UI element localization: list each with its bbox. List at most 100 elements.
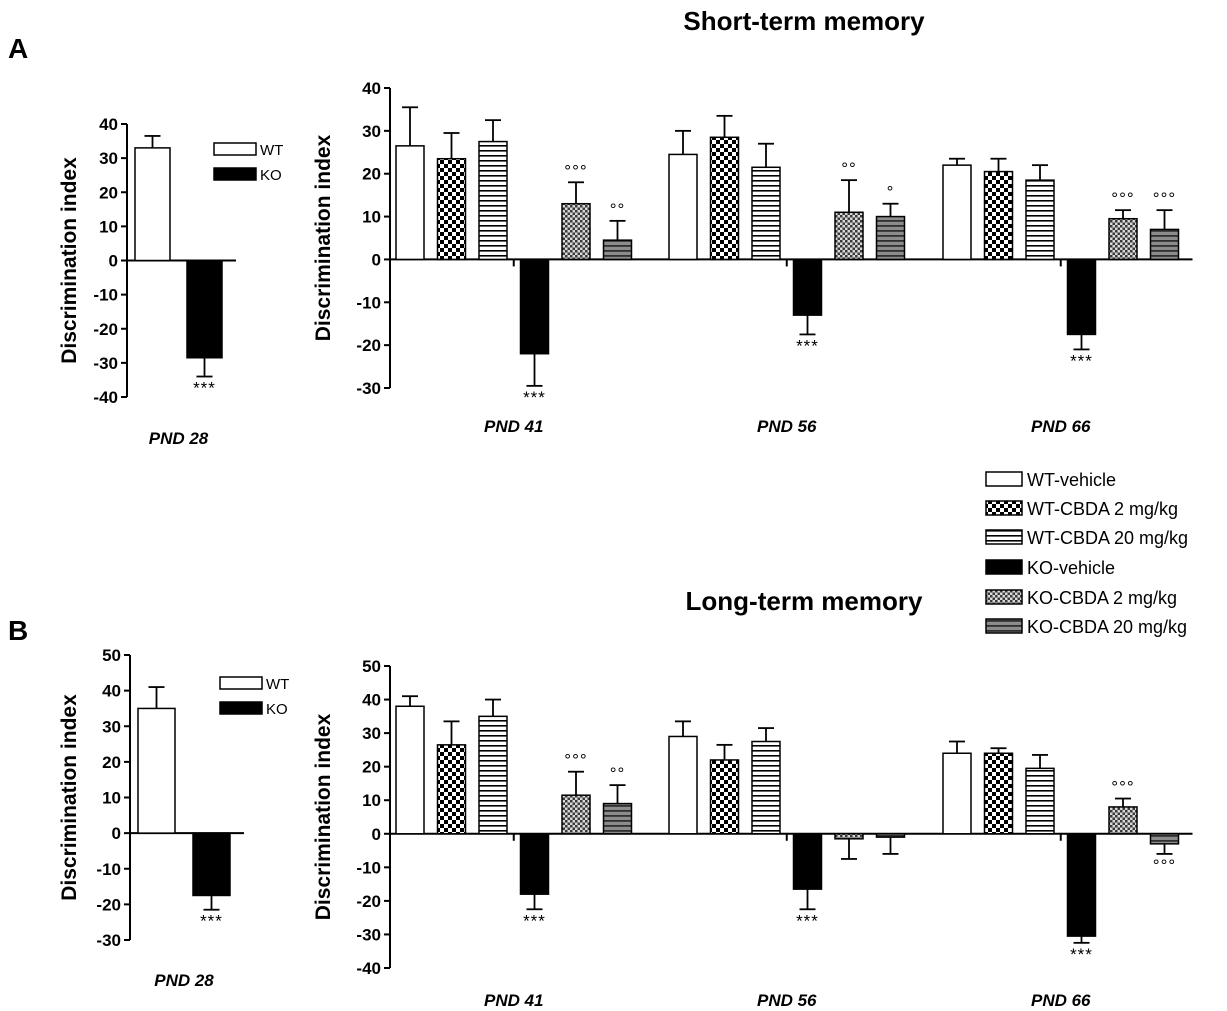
bar-ko-cbda-20-mg-kg-pnd-41 (602, 802, 633, 835)
significance-marker-ko-vehicle-pnd-56: *** (796, 336, 819, 355)
bar-ko-pnd-28 (186, 259, 223, 359)
y-tick-label: 50 (102, 646, 121, 665)
legend-label-ko-cbda-20: KO-CBDA 20 mg/kg (1027, 617, 1187, 637)
y-tick-label: 30 (102, 717, 121, 736)
y-tick-label: 20 (362, 758, 381, 777)
legend-item-wt-cbda-2: WT-CBDA 2 mg/kg (985, 499, 1178, 519)
significance-marker-ko-cbda-20-mg-kg-pnd-41: °° (610, 200, 626, 219)
short-term-title: Short-term memory (683, 6, 925, 36)
bar-wt-cbda-2-mg-kg-pnd-56 (709, 759, 740, 835)
legend-label-ko-vehicle: KO-vehicle (1027, 558, 1115, 578)
bar-wt-cbda-20-mg-kg-pnd-66 (1025, 767, 1055, 835)
y-tick-label: 40 (99, 115, 118, 134)
y-axis-label: Discrimination index (312, 134, 335, 341)
bar-wt-vehicle-pnd-56 (668, 153, 698, 261)
bar-ko-cbda-2-mg-kg-pnd-41 (561, 794, 591, 835)
y-tick-label: 0 (372, 825, 381, 844)
legend: WT-vehicle WT-CBDA 2 mg/kg WT-CBDA 20 mg… (985, 470, 1188, 637)
y-tick-label: -10 (356, 858, 381, 877)
y-tick-label: -40 (93, 388, 118, 407)
bar-wt-cbda-2-mg-kg-pnd-66 (983, 170, 1014, 261)
category-label-pnd-66: PND 66 (1031, 417, 1091, 436)
bar-wt-cbda-20-mg-kg-pnd-66 (1025, 179, 1055, 261)
bar-ko-cbda-20-mg-kg-pnd-56 (875, 833, 906, 838)
legend-item-ko-cbda-2: KO-CBDA 2 mg/kg (985, 588, 1177, 608)
y-tick-label: -30 (356, 925, 381, 944)
y-tick-label: 30 (362, 724, 381, 743)
y-tick-label: -30 (93, 354, 118, 373)
legend-swatch-ko (219, 701, 263, 715)
significance-marker-ko-cbda-20-mg-kg-pnd-41: °° (610, 764, 626, 783)
y-tick-label: -20 (356, 336, 381, 355)
y-tick-label: -20 (356, 892, 381, 911)
bar-ko-cbda-2-mg-kg-pnd-56 (834, 211, 864, 261)
bar-wt-cbda-20-mg-kg-pnd-56 (751, 740, 781, 835)
bar-ko-cbda-20-mg-kg-pnd-41 (602, 239, 633, 261)
y-tick-label: 40 (362, 79, 381, 98)
legend-label-wt: WT (260, 142, 283, 159)
significance-marker-ko-cbda-2-mg-kg-pnd-66: °°° (1111, 189, 1134, 208)
bar-ko-cbda-2-mg-kg-pnd-66 (1108, 217, 1138, 261)
legend-swatch-wt-cbda-20 (985, 529, 1023, 545)
legend-item-wt-vehicle: WT-vehicle (985, 470, 1116, 490)
y-tick-label: -10 (93, 286, 118, 305)
significance-marker-ko-cbda-2-mg-kg-pnd-66: °°° (1111, 778, 1134, 797)
significance-marker-ko-vehicle-pnd-41: *** (523, 911, 546, 930)
legend-item-wt-cbda-20: WT-CBDA 20 mg/kg (985, 528, 1188, 548)
legend-label-ko: KO (260, 167, 282, 184)
bar-wt-vehicle-pnd-41 (395, 705, 425, 835)
bar-wt-vehicle-pnd-66 (942, 752, 972, 835)
legend-label-wt-vehicle: WT-vehicle (1027, 470, 1116, 490)
bar-wt-cbda-2-mg-kg-pnd-41 (436, 744, 467, 835)
legend-swatch-wt-cbda-2 (985, 500, 1023, 516)
y-tick-label: -10 (96, 860, 121, 879)
y-tick-label: 10 (102, 789, 121, 808)
bar-wt-pnd-28 (137, 707, 176, 834)
y-tick-label: 40 (102, 682, 121, 701)
y-axis-label: Discrimination index (58, 694, 81, 901)
legend-label-wt-cbda-20: WT-CBDA 20 mg/kg (1027, 528, 1188, 548)
bar-ko-vehicle-pnd-41 (519, 258, 550, 355)
significance-marker-ko-vehicle-pnd-66: *** (1070, 351, 1093, 370)
category-label-pnd-28: PND 28 (154, 971, 214, 990)
y-tick-label: -20 (96, 895, 121, 914)
bar-wt-vehicle-pnd-66 (942, 164, 972, 261)
y-tick-label: -30 (96, 931, 121, 950)
significance-marker-ko-vehicle-pnd-56: *** (796, 911, 819, 930)
bar-ko-vehicle-pnd-56 (792, 833, 823, 890)
long-term-title: Long-term memory (686, 586, 923, 616)
bar-ko-cbda-2-mg-kg-pnd-41 (561, 202, 591, 261)
significance-marker-ko-cbda-20-mg-kg-pnd-66: °°° (1153, 189, 1176, 208)
bar-ko-cbda-20-mg-kg-pnd-66 (1149, 228, 1180, 261)
chart-b-long-term: 50 40 30 20 10 0 -10 -20 -30 -40 Discrimination in… (312, 657, 1193, 1010)
category-label-pnd-41: PND 41 (484, 417, 544, 436)
bar-ko-cbda-2-mg-kg-pnd-66 (1108, 806, 1138, 835)
bar-ko-vehicle-pnd-66 (1066, 258, 1097, 336)
legend-swatch-wt (213, 142, 257, 156)
legend-swatch-ko (213, 167, 257, 181)
category-label-pnd-56: PND 56 (757, 417, 817, 436)
bar-ko-cbda-20-mg-kg-pnd-56 (875, 215, 906, 261)
y-axis-label: Discrimination index (58, 157, 81, 364)
y-tick-label: -30 (356, 379, 381, 398)
legend-swatch-wt (219, 676, 263, 690)
significance-marker-ko-pnd-28: *** (193, 379, 216, 398)
bar-wt-cbda-2-mg-kg-pnd-41 (436, 157, 467, 261)
y-tick-label: -20 (93, 320, 118, 339)
y-tick-label: -10 (356, 293, 381, 312)
bar-ko-vehicle-pnd-41 (519, 833, 550, 895)
category-label-pnd-56: PND 56 (757, 991, 817, 1010)
chart-b-pnd28: 50 40 30 20 10 0 -10 -20 -30 Discrimination index… (58, 646, 289, 990)
y-tick-label: 10 (362, 791, 381, 810)
category-label-pnd-28: PND 28 (149, 429, 209, 448)
legend-swatch-ko-vehicle (985, 559, 1023, 575)
significance-marker-ko-vehicle-pnd-41: *** (523, 388, 546, 407)
chart-a-short-term: 40 30 20 10 0 -10 -20 -30 Discrimination index PN… (312, 79, 1193, 436)
significance-marker-ko-vehicle-pnd-66: *** (1070, 945, 1093, 964)
legend-swatch-wt-vehicle (985, 471, 1023, 487)
significance-marker-ko-cbda-2-mg-kg-pnd-56: °° (841, 159, 857, 178)
y-tick-label: 20 (99, 183, 118, 202)
panel-letter-a: A (8, 33, 28, 64)
bar-ko-cbda-2-mg-kg-pnd-56 (834, 833, 864, 840)
